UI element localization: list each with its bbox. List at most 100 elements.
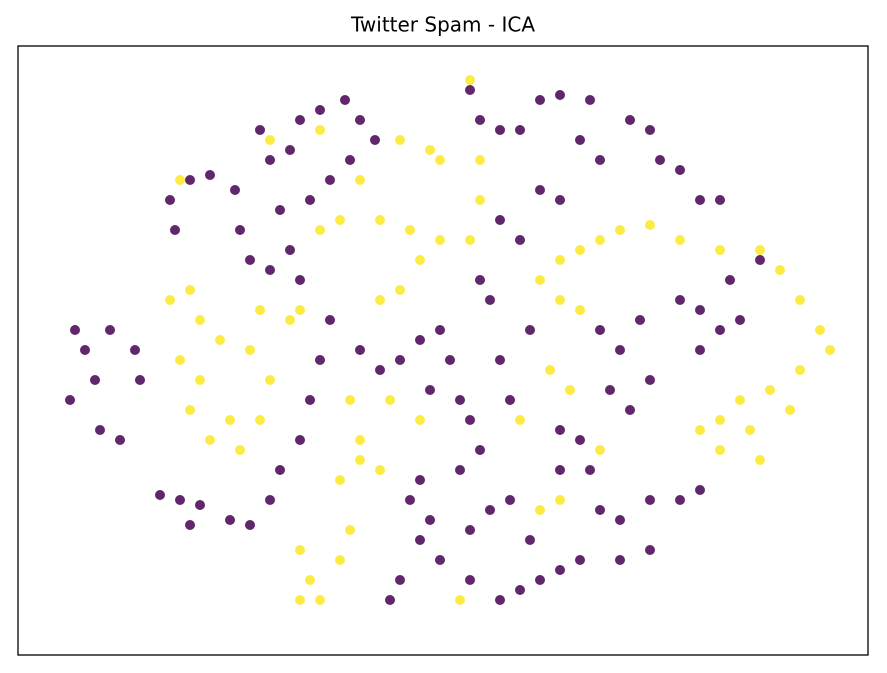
scatter-point bbox=[115, 435, 125, 445]
scatter-point bbox=[615, 515, 625, 525]
scatter-point bbox=[515, 415, 525, 425]
scatter-point bbox=[615, 225, 625, 235]
scatter-point bbox=[675, 235, 685, 245]
scatter-point bbox=[675, 295, 685, 305]
scatter-point bbox=[255, 125, 265, 135]
scatter-point bbox=[185, 285, 195, 295]
scatter-point bbox=[615, 345, 625, 355]
scatter-point bbox=[555, 425, 565, 435]
scatter-point bbox=[535, 95, 545, 105]
scatter-point bbox=[355, 455, 365, 465]
scatter-point bbox=[645, 125, 655, 135]
scatter-point bbox=[475, 195, 485, 205]
scatter-point bbox=[265, 135, 275, 145]
scatter-point bbox=[555, 465, 565, 475]
scatter-point bbox=[735, 395, 745, 405]
scatter-point bbox=[80, 345, 90, 355]
scatter-point bbox=[715, 445, 725, 455]
scatter-point bbox=[465, 415, 475, 425]
scatter-point bbox=[170, 225, 180, 235]
scatter-point bbox=[175, 175, 185, 185]
scatter-point bbox=[535, 505, 545, 515]
scatter-point bbox=[425, 385, 435, 395]
scatter-point bbox=[155, 490, 165, 500]
scatter-point bbox=[135, 375, 145, 385]
scatter-point bbox=[535, 575, 545, 585]
scatter-point bbox=[815, 325, 825, 335]
scatter-point bbox=[555, 295, 565, 305]
scatter-point bbox=[555, 565, 565, 575]
scatter-point bbox=[675, 165, 685, 175]
scatter-point bbox=[355, 115, 365, 125]
scatter-point bbox=[175, 355, 185, 365]
scatter-point bbox=[585, 465, 595, 475]
scatter-point bbox=[130, 345, 140, 355]
scatter-point bbox=[435, 235, 445, 245]
scatter-point bbox=[565, 385, 575, 395]
scatter-point bbox=[295, 115, 305, 125]
scatter-point bbox=[475, 155, 485, 165]
scatter-point bbox=[575, 305, 585, 315]
scatter-point bbox=[205, 435, 215, 445]
scatter-point bbox=[725, 275, 735, 285]
scatter-point bbox=[695, 485, 705, 495]
scatter-point bbox=[265, 375, 275, 385]
scatter-point bbox=[245, 255, 255, 265]
scatter-point bbox=[475, 445, 485, 455]
scatter-point bbox=[575, 555, 585, 565]
scatter-point bbox=[395, 135, 405, 145]
scatter-point bbox=[555, 195, 565, 205]
scatter-point bbox=[425, 145, 435, 155]
scatter-point bbox=[645, 545, 655, 555]
scatter-point bbox=[295, 275, 305, 285]
scatter-point bbox=[495, 595, 505, 605]
scatter-point bbox=[185, 405, 195, 415]
scatter-point bbox=[525, 535, 535, 545]
scatter-point bbox=[695, 425, 705, 435]
scatter-point bbox=[315, 225, 325, 235]
scatter-point bbox=[515, 235, 525, 245]
scatter-point bbox=[395, 285, 405, 295]
scatter-point bbox=[245, 345, 255, 355]
scatter-point bbox=[715, 325, 725, 335]
scatter-point bbox=[465, 575, 475, 585]
scatter-point bbox=[355, 435, 365, 445]
scatter-point bbox=[335, 555, 345, 565]
scatter-point bbox=[625, 115, 635, 125]
scatter-point bbox=[395, 355, 405, 365]
scatter-point bbox=[325, 315, 335, 325]
scatter-point bbox=[405, 225, 415, 235]
scatter-point bbox=[265, 155, 275, 165]
chart-title: Twitter Spam - ICA bbox=[350, 13, 535, 37]
scatter-point bbox=[165, 295, 175, 305]
scatter-point bbox=[370, 135, 380, 145]
scatter-point bbox=[575, 435, 585, 445]
plot-frame bbox=[17, 45, 869, 656]
scatter-point bbox=[235, 225, 245, 235]
scatter-point bbox=[525, 325, 535, 335]
scatter-point bbox=[465, 75, 475, 85]
scatter-point bbox=[455, 595, 465, 605]
scatter-point bbox=[175, 495, 185, 505]
scatter-point bbox=[695, 345, 705, 355]
scatter-point bbox=[595, 325, 605, 335]
scatter-point bbox=[595, 235, 605, 245]
scatter-point bbox=[465, 85, 475, 95]
scatter-point bbox=[195, 315, 205, 325]
scatter-point bbox=[315, 595, 325, 605]
scatter-point bbox=[355, 175, 365, 185]
scatter-point bbox=[625, 405, 635, 415]
scatter-point bbox=[185, 175, 195, 185]
scatter-point bbox=[755, 455, 765, 465]
scatter-point bbox=[415, 335, 425, 345]
scatter-point bbox=[485, 505, 495, 515]
scatter-point bbox=[375, 365, 385, 375]
scatter-point bbox=[515, 585, 525, 595]
scatter-point bbox=[245, 520, 255, 530]
scatter-point bbox=[435, 555, 445, 565]
scatter-point bbox=[695, 195, 705, 205]
scatter-point bbox=[235, 445, 245, 455]
scatter-point bbox=[715, 415, 725, 425]
scatter-point bbox=[755, 245, 765, 255]
